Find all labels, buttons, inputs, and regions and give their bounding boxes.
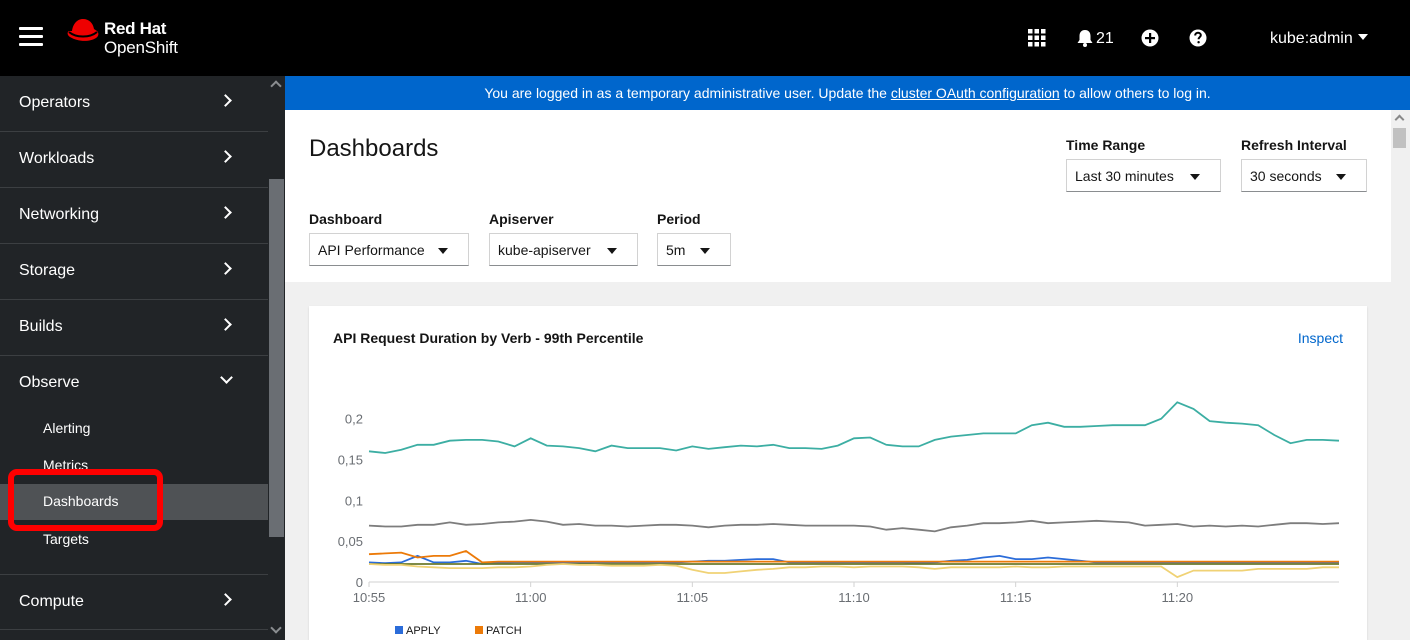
caret-down-icon xyxy=(438,248,448,254)
x-tick-label: 11:15 xyxy=(1000,590,1032,605)
refresh-interval-select[interactable]: 30 seconds xyxy=(1241,159,1367,192)
bell-icon[interactable] xyxy=(1075,28,1095,48)
chevron-right-icon xyxy=(219,150,232,163)
sidebar-subitem-label: Targets xyxy=(43,531,89,547)
brand-line2: OpenShift xyxy=(104,38,178,57)
sidebar-item-label: Workloads xyxy=(19,150,95,167)
inspect-link[interactable]: Inspect xyxy=(1297,330,1343,346)
refresh-interval-value: 30 seconds xyxy=(1250,168,1322,184)
x-tick-label: 11:05 xyxy=(677,590,709,605)
chart-title: API Request Duration by Verb - 99th Perc… xyxy=(333,330,644,346)
red-hat-icon xyxy=(67,19,99,41)
period-value: 5m xyxy=(666,242,686,258)
chevron-right-icon xyxy=(219,318,232,331)
x-tick-label: 11:20 xyxy=(1162,590,1194,605)
content-scrollbar[interactable] xyxy=(1391,110,1408,640)
dashboard-select[interactable]: API Performance xyxy=(309,233,469,266)
oauth-config-link[interactable]: cluster OAuth configuration xyxy=(890,85,1060,101)
sidebar-subitem-label: Dashboards xyxy=(43,493,119,509)
sidebar-item-operators[interactable]: Operators xyxy=(0,76,268,132)
caret-down-icon xyxy=(607,248,617,254)
time-range-value: Last 30 minutes xyxy=(1075,168,1174,184)
highlight-annotation xyxy=(8,469,163,531)
apiserver-select[interactable]: kube-apiserver xyxy=(489,233,638,266)
user-name: kube:admin xyxy=(1270,30,1353,47)
banner-text-before: You are logged in as a temporary adminis… xyxy=(484,85,891,101)
x-tick-label: 11:00 xyxy=(515,590,547,605)
page-header: Dashboards Time Range Last 30 minutes Re… xyxy=(285,110,1391,282)
sidebar-item-alerting[interactable]: Alerting xyxy=(0,411,268,447)
y-tick-label: 0,2 xyxy=(345,412,363,427)
sidebar-item-dashboards[interactable]: Dashboards xyxy=(0,484,268,520)
sidebar-item-networking[interactable]: Networking xyxy=(0,188,268,244)
sidebar-item-label: Observe xyxy=(19,374,80,391)
caret-down-icon xyxy=(1336,174,1346,180)
chevron-down-icon xyxy=(220,371,233,384)
sidebar-item-label: Compute xyxy=(19,593,84,610)
apiserver-label: Apiserver xyxy=(489,211,554,227)
legend-label: APPLY xyxy=(406,625,441,637)
user-menu[interactable]: kube:admin xyxy=(1270,30,1368,48)
hamburger-menu-icon[interactable] xyxy=(19,27,43,47)
content-scrollbar-thumb[interactable] xyxy=(1393,128,1406,148)
sidebar: Operators Workloads Networking Storage B… xyxy=(0,76,285,640)
series-line-yellow xyxy=(368,563,1339,579)
openshift-logo[interactable]: Red Hat OpenShift xyxy=(66,16,206,60)
y-tick-label: 0 xyxy=(356,575,363,590)
caret-down-icon xyxy=(1357,34,1368,40)
chevron-right-icon xyxy=(219,206,232,219)
page-title: Dashboards xyxy=(309,135,439,162)
dashboard-value: API Performance xyxy=(318,242,425,258)
y-tick-label: 0,05 xyxy=(338,534,363,549)
dashboard-label: Dashboard xyxy=(309,211,383,227)
series-line-gray xyxy=(368,518,1340,533)
sidebar-item-compute[interactable]: Compute xyxy=(0,574,268,630)
caret-down-icon xyxy=(700,248,710,254)
legend-swatch xyxy=(395,626,403,634)
legend-label: PATCH xyxy=(486,625,522,637)
main-content: Dashboards Time Range Last 30 minutes Re… xyxy=(285,110,1410,640)
period-label: Period xyxy=(657,211,701,227)
sidebar-scrollbar-thumb[interactable] xyxy=(269,179,284,537)
sidebar-item-label: Builds xyxy=(19,318,63,335)
caret-down-icon xyxy=(1190,174,1200,180)
brand-line1: Red Hat xyxy=(104,19,167,38)
sidebar-item-storage[interactable]: Storage xyxy=(0,244,268,300)
plus-circle-icon[interactable] xyxy=(1140,28,1160,48)
sidebar-item-builds[interactable]: Builds xyxy=(0,300,268,356)
sidebar-item-targets[interactable]: Targets xyxy=(0,522,268,558)
period-select[interactable]: 5m xyxy=(657,233,731,266)
help-icon[interactable] xyxy=(1188,28,1208,48)
series-line-patch xyxy=(368,550,1339,564)
refresh-interval-label: Refresh Interval xyxy=(1241,137,1347,153)
sidebar-subitem-label: Alerting xyxy=(43,420,91,436)
time-range-select[interactable]: Last 30 minutes xyxy=(1066,159,1221,192)
notification-count[interactable]: 21 xyxy=(1096,30,1114,47)
legend-swatch xyxy=(475,626,483,634)
masthead: Red Hat OpenShift 21 kube:admin xyxy=(0,0,1410,76)
time-range-label: Time Range xyxy=(1066,137,1146,153)
x-tick-label: 11:10 xyxy=(838,590,870,605)
temporary-user-banner: You are logged in as a temporary adminis… xyxy=(285,76,1410,110)
series-line-apply xyxy=(368,554,1339,565)
chevron-right-icon xyxy=(219,94,232,107)
chart-card: 0 0,05 0,1 0,15 0,2 10:55 11:00 11:05 11:10 11:15… xyxy=(309,306,1367,640)
y-tick-label: 0,15 xyxy=(338,453,363,468)
sidebar-item-label: Networking xyxy=(19,206,100,223)
banner-text-after: to allow others to log in. xyxy=(1059,85,1211,101)
api-request-duration-chart: 0 0,05 0,1 0,15 0,2 10:55 11:00 11:05 11:10 11:15… xyxy=(338,401,1340,637)
chevron-right-icon xyxy=(219,593,232,606)
sidebar-item-observe[interactable]: Observe xyxy=(0,356,268,412)
chevron-right-icon xyxy=(219,262,232,275)
sidebar-item-label: Operators xyxy=(19,94,91,111)
x-tick-label: 10:55 xyxy=(353,590,386,605)
sidebar-item-workloads[interactable]: Workloads xyxy=(0,132,268,188)
sidebar-item-label: Storage xyxy=(19,262,76,279)
y-tick-label: 0,1 xyxy=(345,493,363,508)
series-line-teal xyxy=(368,401,1340,454)
apiserver-value: kube-apiserver xyxy=(498,242,591,258)
app-launcher-icon[interactable] xyxy=(1027,28,1047,48)
